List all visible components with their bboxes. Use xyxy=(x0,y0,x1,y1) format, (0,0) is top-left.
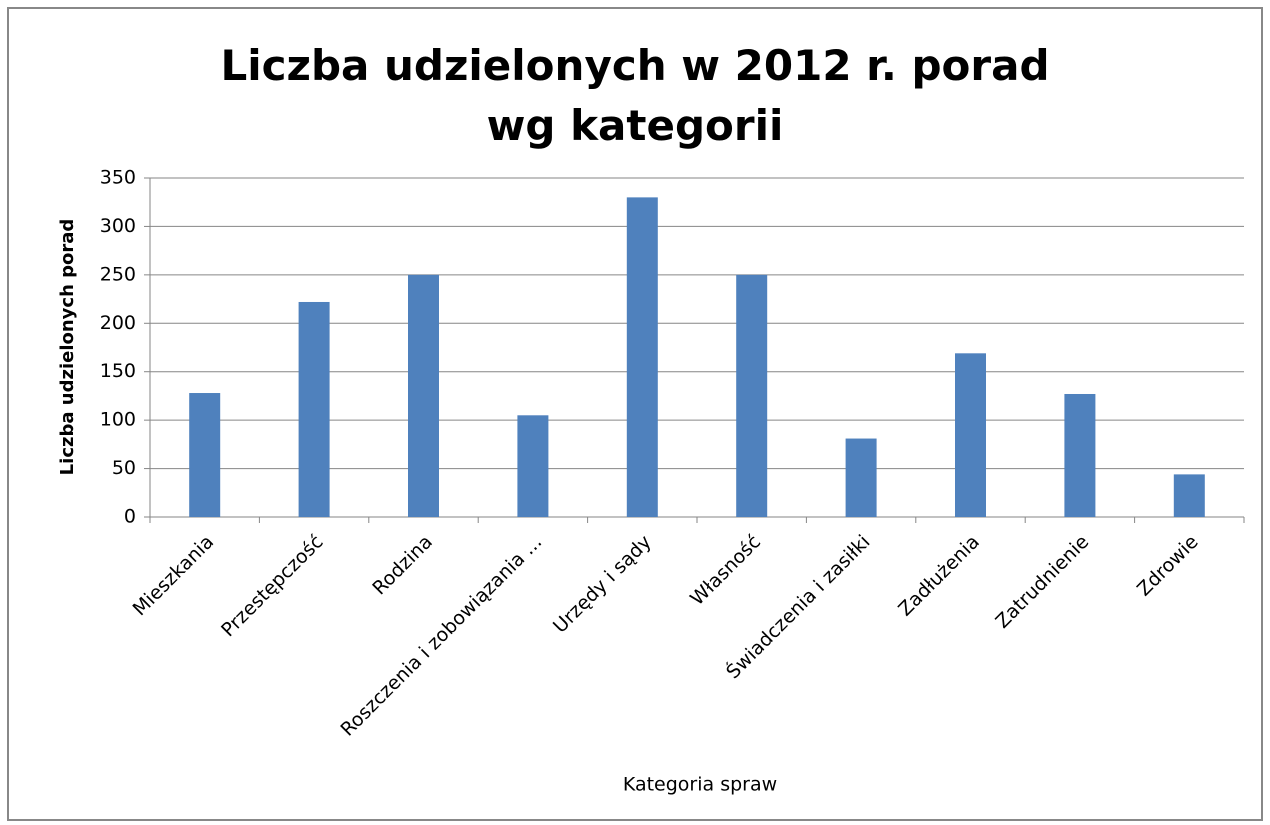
bar xyxy=(1173,474,1205,517)
y-tick-label: 350 xyxy=(100,167,136,189)
x-tick-label: Własność xyxy=(686,531,765,610)
y-tick-label: 0 xyxy=(124,506,136,528)
x-tick-label: Urzędy i sądy xyxy=(549,531,656,638)
y-tick-label: 50 xyxy=(112,457,136,479)
x-axis-title: Kategoria spraw xyxy=(623,774,777,796)
bar xyxy=(626,197,658,517)
chart-frame xyxy=(7,7,1263,821)
y-tick-label: 100 xyxy=(100,409,136,431)
chart-title: Liczba udzielonych w 2012 r. porad wg ka… xyxy=(220,41,1050,150)
x-tick-label: Zatrudnienie xyxy=(991,531,1093,633)
x-tick-label: Roszczenia i zobowiązania ... xyxy=(336,531,546,741)
x-tick-label: Zadłużenia xyxy=(894,531,984,621)
y-tick-label: 300 xyxy=(100,215,136,237)
x-tick-label: Przestępczość xyxy=(217,531,327,641)
bar xyxy=(298,301,330,517)
y-tick-label: 250 xyxy=(100,263,136,285)
bar xyxy=(845,438,877,517)
bar xyxy=(517,415,549,517)
x-tick-label: Mieszkania xyxy=(129,531,218,620)
x-tick-label: Zdrowie xyxy=(1133,531,1203,601)
bar xyxy=(189,393,221,517)
y-tick-label: 200 xyxy=(100,312,136,334)
y-tick-label: 150 xyxy=(100,360,136,382)
bar xyxy=(1064,393,1096,517)
bar xyxy=(736,274,768,517)
bar xyxy=(408,274,439,517)
bar xyxy=(955,353,986,517)
y-axis-title: Liczba udzielonych porad xyxy=(57,219,78,476)
x-tick-label: Rodzina xyxy=(368,531,437,600)
